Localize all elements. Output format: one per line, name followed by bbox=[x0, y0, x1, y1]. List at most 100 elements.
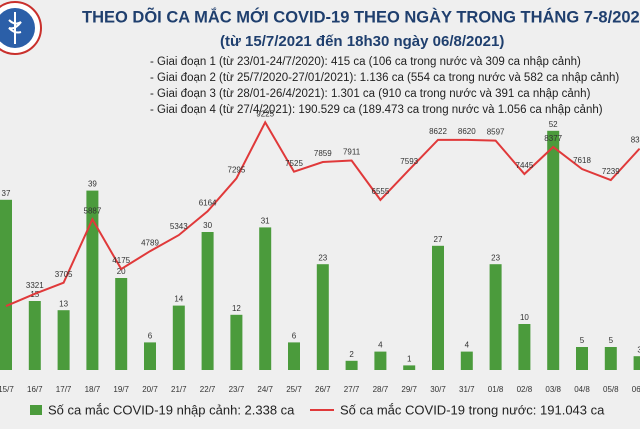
bar-value-label: 5 bbox=[580, 336, 585, 345]
line-value-label: 7445 bbox=[516, 161, 534, 170]
x-tick-label: 29/7 bbox=[401, 385, 417, 394]
bar bbox=[0, 199, 12, 370]
line-value-label: 7239 bbox=[602, 167, 620, 176]
logo bbox=[0, 1, 42, 55]
x-tick-label: 01/8 bbox=[488, 385, 504, 394]
bar-value-label: 13 bbox=[59, 299, 68, 308]
legend-label: Số ca mắc COVID-19 nhập cảnh: 2.338 ca bbox=[48, 402, 295, 417]
x-tick-label: 18/7 bbox=[85, 385, 101, 394]
line-value-label: 8377 bbox=[544, 134, 562, 143]
line-value-label: 8597 bbox=[487, 128, 505, 137]
bar bbox=[57, 310, 70, 370]
line-value-label: 7525 bbox=[285, 159, 303, 168]
bar-value-label: 4 bbox=[465, 341, 470, 350]
x-tick-label: 28/7 bbox=[373, 385, 389, 394]
bar-value-label: 31 bbox=[261, 217, 270, 226]
annotation: - Giai đoạn 2 (từ 25/7/2020-27/01/2021):… bbox=[150, 72, 619, 84]
x-tick-label: 03/8 bbox=[545, 385, 561, 394]
bar-value-label: 30 bbox=[203, 221, 212, 230]
line-value-label: 5887 bbox=[84, 206, 102, 215]
x-tick-label: 06/8 bbox=[632, 385, 640, 394]
x-tick-label: 04/8 bbox=[574, 385, 590, 394]
bar bbox=[604, 347, 617, 370]
bar-value-label: 37 bbox=[2, 189, 11, 198]
line-value-label: 5343 bbox=[170, 222, 188, 231]
x-tick-label: 16/7 bbox=[27, 385, 43, 394]
annotation: - Giai đoạn 3 (từ 28/01-26/4/2021): 1.30… bbox=[150, 88, 591, 100]
bar-value-label: 4 bbox=[378, 341, 383, 350]
bar bbox=[259, 227, 272, 370]
bar-value-label: 39 bbox=[88, 180, 97, 189]
bar-value-label: 6 bbox=[292, 332, 297, 341]
bar bbox=[403, 365, 416, 370]
bar-value-label: 23 bbox=[491, 253, 500, 262]
bar bbox=[633, 356, 640, 370]
line bbox=[5, 120, 640, 308]
bar-value-label: 5 bbox=[609, 336, 614, 345]
bar bbox=[374, 351, 387, 370]
bar-value-label: 10 bbox=[520, 313, 529, 322]
x-tick-label: 31/7 bbox=[459, 385, 475, 394]
bar bbox=[345, 360, 358, 370]
line-value-label: 8320 bbox=[631, 136, 640, 145]
bar bbox=[489, 264, 502, 370]
line-value-label: 3321 bbox=[26, 281, 44, 290]
line-value-label: 7859 bbox=[314, 149, 332, 158]
line-value-label: 4175 bbox=[112, 256, 130, 265]
bar bbox=[316, 264, 329, 370]
bar-value-label: 3 bbox=[637, 345, 640, 354]
bar bbox=[288, 342, 300, 370]
x-tick-label: 17/7 bbox=[56, 385, 72, 394]
legend-label: Số ca mắc COVID-19 trong nước: 191.043 c… bbox=[340, 402, 605, 417]
line-value-label: 8620 bbox=[458, 127, 476, 136]
bar bbox=[576, 347, 588, 370]
line-value-label: 9225 bbox=[256, 109, 274, 118]
bar-value-label: 14 bbox=[174, 295, 183, 304]
x-tick-label: 30/7 bbox=[430, 385, 446, 394]
x-tick-label: 19/7 bbox=[113, 385, 129, 394]
bar-value-label: 2 bbox=[349, 350, 354, 359]
bar bbox=[172, 305, 185, 370]
x-tick-label: 23/7 bbox=[229, 385, 245, 394]
bar bbox=[460, 351, 473, 370]
bar bbox=[432, 245, 444, 370]
x-tick-label: 20/7 bbox=[142, 385, 158, 394]
x-tick-label: 02/8 bbox=[517, 385, 533, 394]
bar bbox=[86, 190, 99, 370]
x-tick-label: 21/7 bbox=[171, 385, 187, 394]
bar-value-label: 1 bbox=[407, 355, 412, 364]
line-value-label: 6555 bbox=[372, 187, 390, 196]
bar bbox=[518, 324, 531, 370]
bar bbox=[547, 130, 560, 370]
bar-value-label: 6 bbox=[148, 332, 153, 341]
x-tick-label: 15/7 bbox=[0, 385, 14, 394]
bar-value-label: 20 bbox=[117, 267, 126, 276]
x-tick-label: 05/8 bbox=[603, 385, 619, 394]
line-value-label: 7295 bbox=[228, 166, 246, 175]
bar-value-label: 12 bbox=[232, 304, 241, 313]
bar-value-label: 23 bbox=[318, 253, 327, 262]
line-value-label: 7593 bbox=[400, 157, 418, 166]
annotation: - Giai đoạn 1 (từ 23/01-24/7/2020): 415 … bbox=[150, 56, 581, 68]
bar bbox=[230, 314, 243, 370]
line-value-label: 7911 bbox=[343, 148, 361, 157]
line-value-label: 6164 bbox=[199, 198, 217, 207]
bar-value-label: 27 bbox=[434, 235, 443, 244]
chart-subtitle: (từ 15/7/2021 đến 18h30 ngày 06/8/2021) bbox=[220, 33, 504, 50]
legend-swatch bbox=[30, 405, 42, 415]
bar bbox=[115, 278, 128, 370]
bar-value-label: 52 bbox=[549, 120, 558, 129]
bar bbox=[144, 342, 156, 370]
x-tick-label: 22/7 bbox=[200, 385, 216, 394]
bar bbox=[28, 301, 41, 370]
line-value-label: 3705 bbox=[55, 270, 73, 279]
x-tick-label: 24/7 bbox=[257, 385, 273, 394]
x-tick-label: 26/7 bbox=[315, 385, 331, 394]
chart-title: THEO DÕI CA MẮC MỚI COVID-19 THEO NGÀY T… bbox=[82, 6, 640, 26]
annotation: - Giai đoạn 4 (từ 27/4/2021): 190.529 ca… bbox=[150, 104, 603, 116]
x-tick-label: 27/7 bbox=[344, 385, 360, 394]
line-value-label: 8622 bbox=[429, 127, 447, 136]
x-tick-label: 25/7 bbox=[286, 385, 302, 394]
bar bbox=[201, 232, 214, 370]
